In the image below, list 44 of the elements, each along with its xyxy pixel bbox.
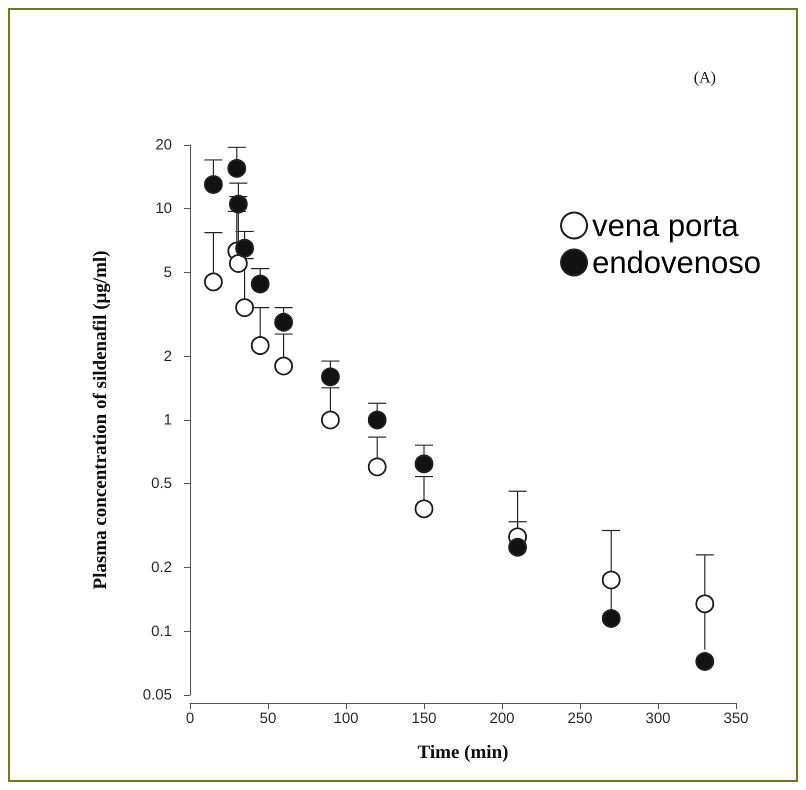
x-tick-label: 200 (489, 710, 515, 727)
x-tick-label: 250 (567, 710, 593, 727)
point (274, 312, 293, 332)
point (250, 274, 270, 294)
point (368, 457, 387, 476)
y-tick-label: 10 (155, 200, 172, 218)
point (227, 159, 246, 178)
x-tick-label: 350 (723, 710, 749, 727)
point (204, 175, 223, 194)
x-tick-label: 0 (186, 710, 194, 727)
point (368, 410, 387, 430)
y-tick-label: 0.05 (142, 686, 172, 704)
x-tick-label: 50 (260, 710, 276, 727)
text: (A) (694, 70, 716, 86)
x-tick-label: 150 (411, 710, 437, 727)
y-axis-title: Plasma concentration of sildenafil (μg/ml) (90, 250, 111, 590)
y-tick-label: 0.1 (151, 622, 172, 640)
x-axis-title: Time (min) (418, 742, 508, 763)
point (321, 410, 340, 430)
point (274, 356, 293, 376)
point (321, 367, 340, 386)
point (695, 594, 714, 614)
point (235, 238, 254, 258)
point (235, 298, 254, 318)
point (508, 538, 527, 557)
legend-label: endovenoso (592, 245, 762, 280)
point (695, 652, 714, 671)
legend-label: vena porta (592, 208, 740, 243)
point (250, 336, 270, 355)
point (602, 609, 621, 628)
x-tick-label: 100 (333, 710, 359, 727)
x-tick-label: 300 (645, 710, 671, 727)
y-tick-label: 5 (164, 264, 172, 281)
point (228, 254, 248, 273)
y-tick-label: 20 (155, 136, 172, 154)
y-tick-label: 0.5 (151, 475, 172, 492)
point (414, 499, 434, 518)
y-tick-label: 2 (164, 348, 172, 365)
point (228, 194, 248, 214)
y-tick-label: 1 (164, 412, 172, 428)
y-tick-label: 0.2 (151, 559, 172, 576)
point (602, 570, 621, 590)
point (414, 454, 434, 474)
point (204, 272, 223, 292)
